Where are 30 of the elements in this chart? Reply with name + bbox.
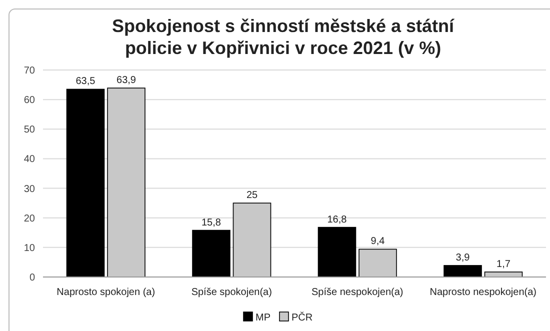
y-tick-label: 30 (24, 184, 36, 195)
data-label: 25 (246, 190, 258, 202)
bar (358, 248, 397, 278)
bar (192, 230, 230, 278)
legend-label: MP (256, 312, 271, 324)
y-tick-label: 0 (29, 272, 36, 284)
legend-label: PČR (292, 312, 313, 324)
y-tick-label: 50 (24, 124, 36, 136)
data-label: 15,8 (202, 217, 222, 228)
x-tick-label: Spíše spokojen(a) (191, 287, 272, 298)
data-label: 3,9 (456, 252, 470, 264)
data-label: 16,8 (327, 214, 348, 226)
x-tick-label: Naprosto nespokojen(a) (430, 287, 536, 298)
bar (107, 88, 146, 278)
bar (66, 88, 105, 278)
y-tick-label: 20 (24, 213, 36, 224)
x-tick-label: Naprosto spokojen (a) (56, 287, 156, 298)
y-tick-label: 40 (24, 154, 36, 166)
y-tick-label: 70 (24, 66, 36, 76)
bar (318, 226, 356, 278)
bar (232, 202, 272, 278)
data-label: 9,4 (370, 236, 386, 248)
bar (444, 265, 482, 278)
chart-title: Spokojenost s činností městské a státní policie v Kopřivnici v roce 2021 (v %) (112, 16, 456, 58)
data-label: 1,7 (496, 258, 511, 270)
data-label: 63,9 (116, 75, 136, 86)
y-tick-label: 60 (24, 95, 36, 106)
data-label: 63,5 (76, 76, 96, 88)
y-tick-label: 10 (24, 242, 36, 254)
x-tick-label: Spíše nespokojen(a) (312, 287, 404, 298)
